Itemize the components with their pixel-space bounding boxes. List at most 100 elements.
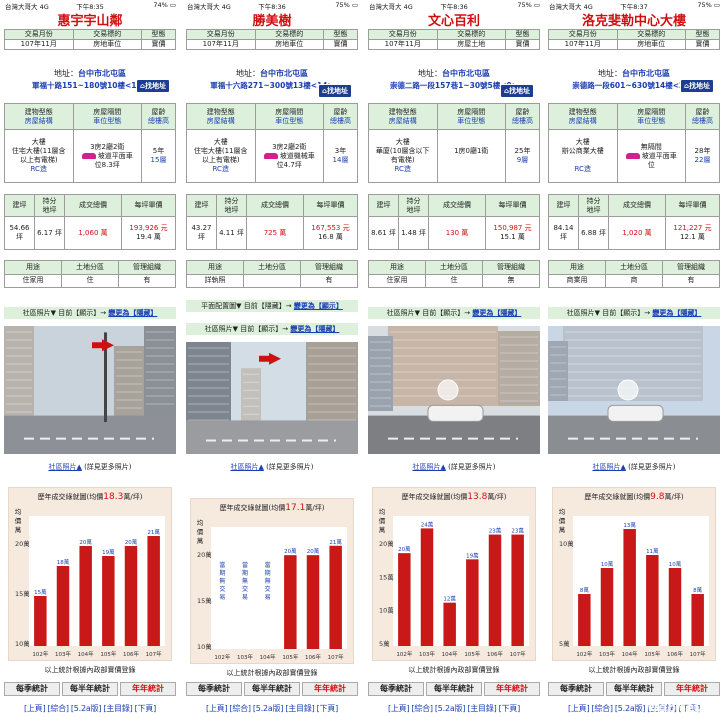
community-photo[interactable] bbox=[548, 326, 720, 454]
nav-main-link[interactable]: [主目錄] bbox=[647, 704, 677, 713]
y-tick-label: 15萬 bbox=[197, 596, 212, 605]
nav-version-link[interactable]: [5.2a版] bbox=[614, 704, 646, 713]
photo-toggle-bar: 社區照片▼ 目前【顯示】→ 變更為【隱藏】 bbox=[368, 307, 540, 319]
yearly-stats-button[interactable]: 年年統計 bbox=[302, 682, 358, 696]
nav-prev-link[interactable]: [上頁] bbox=[205, 704, 228, 713]
nav-overview-link[interactable]: [綜合] bbox=[229, 704, 251, 713]
half-year-stats-button[interactable]: 每半年統計 bbox=[606, 682, 662, 696]
header-cell: 建坪 bbox=[4, 194, 35, 217]
nav-main-link[interactable]: [主目錄] bbox=[285, 704, 315, 713]
price-info-table: 建坪 持分 地坪 成交總價 每坪單價 54.66 坪 6.17 坪 1,060 萬 … bbox=[4, 194, 176, 250]
nav-overview-link[interactable]: [綜合] bbox=[411, 704, 433, 713]
y-tick-label: 20萬 bbox=[197, 550, 212, 559]
price-history-chart: 歷年成交綠就圖(均價17.1萬/坪) 均價萬 20萬 15萬 10萬 102年 當期無交… bbox=[190, 498, 354, 664]
value-cell: 1.48 坪 bbox=[398, 216, 429, 250]
header-cell: 屋齡 總樓高 bbox=[505, 103, 540, 130]
x-tick-label: 104年 bbox=[442, 650, 458, 658]
header-cell: 型態 bbox=[141, 29, 176, 40]
chart-bar bbox=[34, 596, 47, 646]
find-address-button[interactable]: ⌂找地址 bbox=[499, 84, 534, 98]
chart-title-prefix: 歷年成交綠就圖(均價 bbox=[219, 504, 286, 512]
address-road: 崇德路一段601~630號14樓<22> bbox=[572, 81, 696, 90]
half-year-stats-button[interactable]: 每半年統計 bbox=[426, 682, 482, 696]
price-info-table: 建坪 持分 地坪 成交總價 每坪單價 43.27 坪 4.11 坪 725 萬 16… bbox=[186, 194, 358, 250]
nav-next-link[interactable]: [下頁] bbox=[498, 704, 521, 713]
community-title: 文心百利 bbox=[427, 14, 480, 29]
half-year-stats-button[interactable]: 每半年統計 bbox=[244, 682, 300, 696]
quarterly-stats-button[interactable]: 每季統計 bbox=[548, 682, 604, 696]
chart-bar bbox=[488, 534, 502, 646]
header-text: 車位型態 bbox=[93, 116, 122, 125]
value-text: 84.14 bbox=[553, 224, 574, 232]
nav-next-link[interactable]: [下頁] bbox=[134, 704, 157, 713]
nav-prev-link[interactable]: [上頁] bbox=[23, 704, 46, 713]
chart-title: 歷年成交綠就圖(均價18.3萬/坪) bbox=[9, 492, 171, 502]
address-line: 地址：台中市北屯區 bbox=[366, 68, 542, 79]
value-text: 坪 bbox=[560, 233, 567, 241]
community-photo[interactable] bbox=[4, 326, 176, 454]
value-cell: 大樓 住宅大樓(11層含 以上有電梯) RC造 bbox=[4, 129, 74, 183]
community-photo[interactable] bbox=[368, 326, 540, 454]
half-year-stats-button[interactable]: 每半年統計 bbox=[62, 682, 118, 696]
nav-main-link[interactable]: [主目錄] bbox=[467, 704, 497, 713]
quarterly-stats-button[interactable]: 每季統計 bbox=[368, 682, 424, 696]
photo-link-more: (詳見更多照片) bbox=[84, 463, 132, 471]
building-shape bbox=[498, 331, 540, 406]
find-address-button[interactable]: ⌂找地址 bbox=[135, 79, 170, 93]
photo-toggle-text: 社區照片▼ 目前【顯示】→ bbox=[386, 309, 471, 317]
photo-image bbox=[186, 342, 358, 454]
quarterly-stats-button[interactable]: 每季統計 bbox=[4, 682, 60, 696]
building-info-table: 建物型態 房屋結構 房屋隔間 車位型態 屋齡 總樓高 大樓 住宅大樓(11層含 以上有電梯… bbox=[4, 103, 176, 183]
nav-version-link[interactable]: [5.2a版] bbox=[434, 704, 466, 713]
header-cell: 持分 地坪 bbox=[578, 194, 609, 217]
nav-prev-link[interactable]: [上頁] bbox=[567, 704, 590, 713]
address-city: 台中市北屯區 bbox=[442, 69, 490, 78]
photo-link-more: (詳見更多照片) bbox=[448, 463, 496, 471]
chart-bar bbox=[646, 555, 659, 646]
quarterly-stats-button[interactable]: 每季統計 bbox=[186, 682, 242, 696]
nav-next-link[interactable]: [下頁] bbox=[678, 704, 701, 713]
nav-version-link[interactable]: [5.2a版] bbox=[70, 704, 102, 713]
watermark: Mobile01 bbox=[645, 701, 712, 716]
yearly-stats-button[interactable]: 年年統計 bbox=[664, 682, 720, 696]
yearly-stats-button[interactable]: 年年統計 bbox=[120, 682, 176, 696]
no-data-label: 當期無交易 bbox=[219, 561, 225, 601]
value-cell: 住 bbox=[61, 273, 119, 288]
header-cell: 建坪 bbox=[368, 194, 399, 217]
battery-label: 75% bbox=[335, 1, 350, 9]
more-photos-link[interactable]: 社區照片▲ (詳見更多照片) bbox=[366, 462, 542, 472]
header-cell: 建坪 bbox=[186, 194, 217, 217]
find-address-button[interactable]: ⌂找地址 bbox=[679, 79, 714, 93]
stat-buttons: 每季統計 每半年統計 年年統計 bbox=[4, 682, 176, 696]
status-bar: 台灣大哥大 4G 下午8:36 75% ▭ bbox=[184, 0, 360, 11]
x-tick-label: 107年 bbox=[328, 653, 344, 661]
chart-title-value: 9.8 bbox=[650, 492, 665, 502]
header-text: 持分 bbox=[406, 196, 421, 205]
nav-overview-link[interactable]: [綜合] bbox=[47, 704, 69, 713]
more-photos-link[interactable]: 社區照片▲ (詳見更多照片) bbox=[184, 462, 360, 472]
photo-toggle-link[interactable]: 變更為【隱藏】 bbox=[108, 309, 158, 317]
building-info-table: 建物型態 房屋結構 房屋隔間 車位型態 屋齡 總樓高 大樓 辦公商業大樓 RC造 無隔間坡… bbox=[548, 103, 720, 183]
community-photo[interactable] bbox=[186, 342, 358, 454]
value-text: RC造 bbox=[30, 165, 47, 173]
photo-toggle-link[interactable]: 變更為【隱藏】 bbox=[652, 309, 702, 317]
total-price-cell: 130 萬 bbox=[428, 216, 486, 250]
nav-prev-link[interactable]: [上頁] bbox=[387, 704, 410, 713]
nav-overview-link[interactable]: [綜合] bbox=[591, 704, 613, 713]
find-address-button[interactable]: ⌂找地址 bbox=[317, 84, 352, 98]
more-photos-link[interactable]: 社區照片▲ (詳見更多照片) bbox=[546, 462, 720, 472]
x-tick-label: 103年 bbox=[237, 653, 253, 661]
more-photos-link[interactable]: 社區照片▲ (詳見更多照片) bbox=[2, 462, 178, 472]
photo-toggle-link[interactable]: 變更為【隱藏】 bbox=[472, 309, 522, 317]
value-cell: 有 bbox=[662, 273, 720, 288]
nav-version-link[interactable]: [5.2a版] bbox=[252, 704, 284, 713]
nav-main-link[interactable]: [主目錄] bbox=[103, 704, 133, 713]
nav-next-link[interactable]: [下頁] bbox=[316, 704, 339, 713]
yearly-stats-button[interactable]: 年年統計 bbox=[484, 682, 540, 696]
y-tick-label: 10萬 bbox=[15, 639, 30, 648]
photo-toggle-link[interactable]: 變更為【隱藏】 bbox=[290, 325, 340, 333]
unit-price-wan: 15.1 萬 bbox=[500, 233, 525, 241]
x-tick-label: 102年 bbox=[576, 650, 592, 658]
floorplan-toggle-link[interactable]: 變更為【顯示】 bbox=[293, 302, 343, 310]
x-tick-label: 106年 bbox=[305, 653, 321, 661]
